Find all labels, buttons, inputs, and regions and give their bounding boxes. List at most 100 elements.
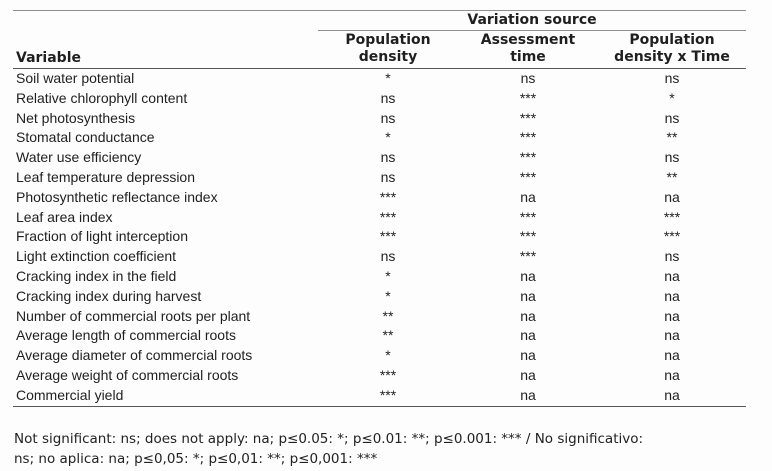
value-cell: na [520, 287, 536, 304]
variable-cell: Photosynthetic reflectance index [16, 188, 218, 205]
value-cell: ns [520, 70, 536, 86]
value-cell: na [520, 347, 536, 364]
value-cell: na [664, 267, 680, 284]
table-row: Net photosynthesis ns *** ns [13, 109, 746, 129]
value-cell: na [664, 327, 680, 344]
table-row: Average diameter of commercial roots * n… [13, 346, 746, 366]
value-cell: *** [663, 228, 681, 245]
value-cell: *** [519, 109, 537, 126]
value-cell: *** [519, 89, 537, 106]
population-density-column-header: Population density [318, 30, 458, 69]
value-cell: ns [380, 89, 396, 106]
table-row: Average length of commercial roots ** na… [13, 326, 746, 346]
value-cell: na [520, 386, 536, 403]
value-cell: *** [379, 188, 397, 205]
table-row: Commercial yield *** na na [13, 386, 746, 406]
table-row: Stomatal conductance * *** ** [13, 128, 746, 148]
value-cell: ** [666, 168, 678, 185]
value-cell: na [664, 307, 680, 324]
table-row: Relative chlorophyll content ns *** * [13, 89, 746, 109]
column-header-line: density [358, 49, 418, 65]
value-cell: na [664, 188, 680, 205]
variable-cell: Relative chlorophyll content [16, 89, 188, 106]
population-density-x-time-column-header: Population density x Time [598, 30, 746, 69]
value-cell: na [520, 267, 536, 284]
table-row: Photosynthetic reflectance index *** na … [13, 188, 746, 208]
value-cell: *** [519, 129, 537, 146]
variable-cell: Commercial yield [16, 386, 124, 403]
value-cell: *** [379, 208, 397, 225]
variable-cell: Average length of commercial roots [16, 327, 236, 344]
table-body: Soil water potential * ns ns Relative ch… [13, 69, 746, 407]
value-cell: ns [664, 109, 680, 126]
value-cell: *** [663, 208, 681, 225]
spanner-spacer [13, 11, 318, 31]
value-cell: *** [519, 208, 537, 225]
variation-source-spanner: Variation source [318, 10, 746, 31]
column-header-line: Assessment [480, 32, 576, 48]
value-cell: *** [379, 228, 397, 245]
variable-cell: Leaf temperature depression [16, 168, 195, 185]
value-cell: na [664, 347, 680, 364]
variable-cell: Cracking index during harvest [16, 287, 202, 304]
column-header-line: Population [345, 32, 431, 48]
column-header-line: density x Time [614, 49, 730, 65]
value-cell: na [520, 327, 536, 344]
value-cell: *** [379, 366, 397, 383]
value-cell: na [520, 188, 536, 205]
value-cell: ** [382, 307, 394, 324]
value-cell: * [385, 129, 391, 146]
variable-cell: Average weight of commercial roots [16, 366, 239, 383]
footnote-line-2: ns; no aplica: na; p≤0,05: *; p≤0,01: **… [14, 450, 378, 467]
value-cell: *** [519, 149, 537, 166]
value-cell: na [520, 307, 536, 324]
value-cell: ns [664, 149, 680, 166]
value-cell: ns [664, 70, 680, 86]
value-cell: ** [382, 327, 394, 344]
value-cell: ns [380, 248, 396, 265]
value-cell: ns [380, 109, 396, 126]
variable-cell: Water use efficiency [16, 149, 142, 166]
variable-cell: Average diameter of commercial roots [16, 347, 253, 364]
table-row: Cracking index during harvest * na na [13, 287, 746, 307]
variable-cell: Soil water potential [16, 70, 135, 86]
value-cell: ns [380, 168, 396, 185]
significance-table: Variation source Variable Population den… [13, 10, 746, 407]
table-row: Water use efficiency ns *** ns [13, 148, 746, 168]
table-row: Cracking index in the field * na na [13, 267, 746, 287]
significance-footnote: Not significant: ns; does not apply: na;… [14, 429, 746, 469]
spanner-row: Variation source [13, 10, 746, 31]
table-row: Light extinction coefficient ns *** ns [13, 247, 746, 267]
column-header-line: Population [629, 32, 715, 48]
value-cell: ** [666, 129, 678, 146]
column-header-line: time [510, 49, 546, 65]
value-cell: na [520, 366, 536, 383]
value-cell: * [385, 347, 391, 364]
value-cell: * [385, 70, 391, 86]
variable-cell: Number of commercial roots per plant [16, 307, 251, 324]
assessment-time-column-header: Assessment time [458, 30, 598, 69]
footnote-line-1: Not significant: ns; does not apply: na;… [14, 430, 644, 447]
value-cell: * [385, 287, 391, 304]
value-cell: na [664, 366, 680, 383]
table-row: Fraction of light interception *** *** *… [13, 227, 746, 247]
table-row: Number of commercial roots per plant ** … [13, 307, 746, 327]
value-cell: *** [519, 228, 537, 245]
value-cell: ns [664, 248, 680, 265]
value-cell: na [664, 386, 680, 403]
table-row: Leaf temperature depression ns *** ** [13, 168, 746, 188]
variable-column-header: Variable [13, 30, 318, 69]
table-header: Variation source Variable Population den… [13, 10, 746, 69]
value-cell: na [664, 287, 680, 304]
value-cell: *** [519, 248, 537, 265]
value-cell: ns [380, 149, 396, 166]
variable-cell: Leaf area index [16, 208, 113, 225]
variable-cell: Stomatal conductance [16, 129, 155, 146]
value-cell: *** [519, 168, 537, 185]
value-cell: *** [379, 386, 397, 403]
variable-cell: Light extinction coefficient [16, 248, 177, 265]
variable-cell: Net photosynthesis [16, 109, 136, 126]
table-row: Average weight of commercial roots *** n… [13, 366, 746, 386]
table-row: Leaf area index *** *** *** [13, 208, 746, 228]
